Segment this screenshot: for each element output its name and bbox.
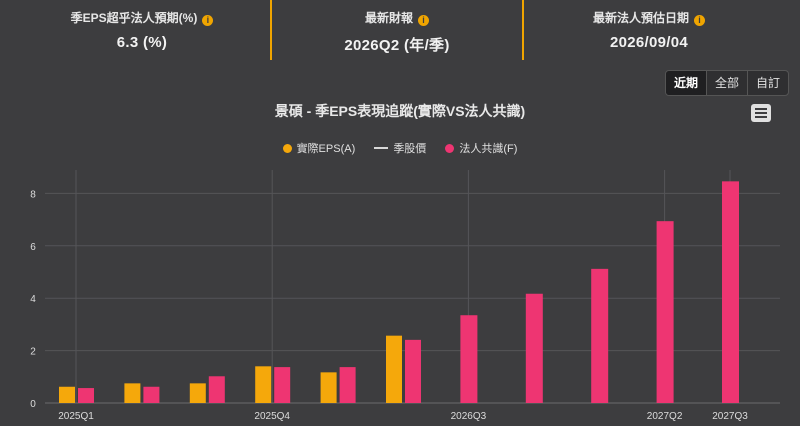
stat-eps-surprise: 季EPS超乎法人預期(%) i 6.3 (%) (17, 0, 267, 62)
actual-eps-bar (59, 386, 75, 403)
chart-title: 景碩 - 季EPS表現追蹤(實際VS法人共識) (274, 103, 526, 119)
actual-eps-bar (189, 383, 206, 403)
forecast-eps-bar (591, 268, 609, 403)
stat-label: 最新財報 (364, 11, 413, 25)
chart-menu-icon[interactable] (751, 104, 771, 122)
y-tick-label: 2 (30, 347, 36, 358)
x-tick-label: 2026Q3 (451, 411, 487, 422)
chart-legend: 實際EPS(A) 季股價 法人共識(F) (0, 140, 800, 156)
forecast-eps-bar (525, 293, 543, 403)
legend-item-actual[interactable]: 實際EPS(A) (282, 140, 356, 156)
x-tick-label: 2027Q3 (712, 411, 748, 422)
forecast-eps-bar (208, 376, 225, 403)
legend-dot-icon (282, 144, 292, 153)
actual-eps-bar (124, 383, 141, 403)
y-tick-label: 4 (30, 294, 36, 305)
forecast-eps-bar (274, 367, 291, 403)
y-tick-label: 0 (30, 399, 36, 410)
stat-latest-report: 最新財報 i 2026Q2 (年/季) (272, 0, 522, 62)
legend-item-forecast[interactable]: 法人共識(F) (445, 140, 517, 156)
y-tick-label: 6 (30, 242, 36, 253)
stat-forecast-date: 最新法人預估日期 i 2026/09/04 (524, 0, 774, 62)
actual-eps-bar (255, 366, 272, 403)
actual-eps-bar (320, 372, 337, 403)
y-tick-label: 8 (30, 189, 36, 200)
actual-eps-bar (386, 335, 402, 403)
legend-label: 季股價 (393, 143, 427, 155)
info-icon[interactable]: i (694, 15, 705, 26)
x-tick-label: 2027Q2 (647, 411, 683, 422)
legend-item-price[interactable]: 季股價 (374, 140, 426, 156)
stat-value: 2026Q2 (年/季) (344, 37, 450, 54)
x-tick-label: 2025Q1 (58, 411, 94, 422)
stats-bar: 季EPS超乎法人預期(%) i 6.3 (%) 最新財報 i 2026Q2 (年/季… (0, 0, 800, 62)
stat-label: 季EPS超乎法人預期(%) (70, 11, 198, 25)
legend-dot-icon (445, 144, 455, 153)
stat-value: 2026/09/04 (609, 34, 689, 51)
forecast-eps-bar (143, 386, 160, 403)
forecast-eps-bar (460, 315, 478, 403)
range-all-button[interactable]: 全部 (706, 71, 747, 95)
forecast-eps-bar (656, 221, 674, 403)
stat-divider (270, 0, 272, 60)
forecast-eps-bar (78, 388, 94, 403)
legend-line-icon (374, 147, 389, 149)
range-custom-button[interactable]: 自訂 (747, 71, 788, 95)
legend-label: 法人共識(F) (459, 143, 518, 155)
stat-label: 最新法人預估日期 (592, 11, 689, 25)
stat-divider (522, 0, 524, 60)
info-icon[interactable]: i (418, 15, 429, 26)
forecast-eps-bar (405, 339, 421, 403)
x-tick-label: 2025Q4 (254, 411, 290, 422)
legend-label: 實際EPS(A) (296, 143, 356, 155)
forecast-eps-bar (722, 181, 739, 403)
range-selector: 近期 全部 自訂 (665, 70, 790, 96)
range-recent-button[interactable]: 近期 (666, 71, 707, 95)
forecast-eps-bar (339, 367, 356, 403)
info-icon[interactable]: i (202, 15, 214, 26)
stat-value: 6.3 (%) (116, 34, 168, 51)
